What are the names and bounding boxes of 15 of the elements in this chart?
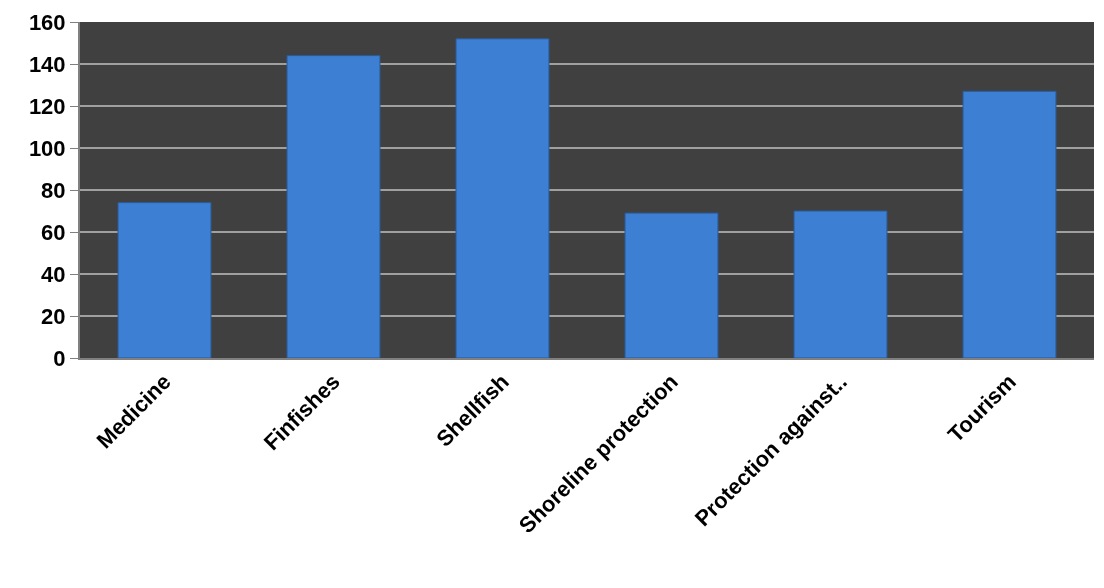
y-tick-label: 120 bbox=[28, 93, 66, 119]
y-tick-label: 140 bbox=[28, 51, 66, 77]
bar bbox=[117, 202, 212, 358]
bar bbox=[455, 38, 550, 358]
y-tick-label: 0 bbox=[53, 345, 66, 371]
bar bbox=[286, 55, 381, 358]
bar bbox=[962, 90, 1057, 358]
y-tick-label: 60 bbox=[41, 219, 66, 245]
y-tick-label: 40 bbox=[41, 261, 66, 287]
y-tick-label: 20 bbox=[41, 303, 66, 329]
y-tick-label: 80 bbox=[41, 177, 66, 203]
bar bbox=[793, 210, 888, 358]
bar bbox=[624, 212, 719, 358]
y-tick-label: 160 bbox=[28, 9, 66, 35]
y-tick-label: 100 bbox=[28, 135, 66, 161]
